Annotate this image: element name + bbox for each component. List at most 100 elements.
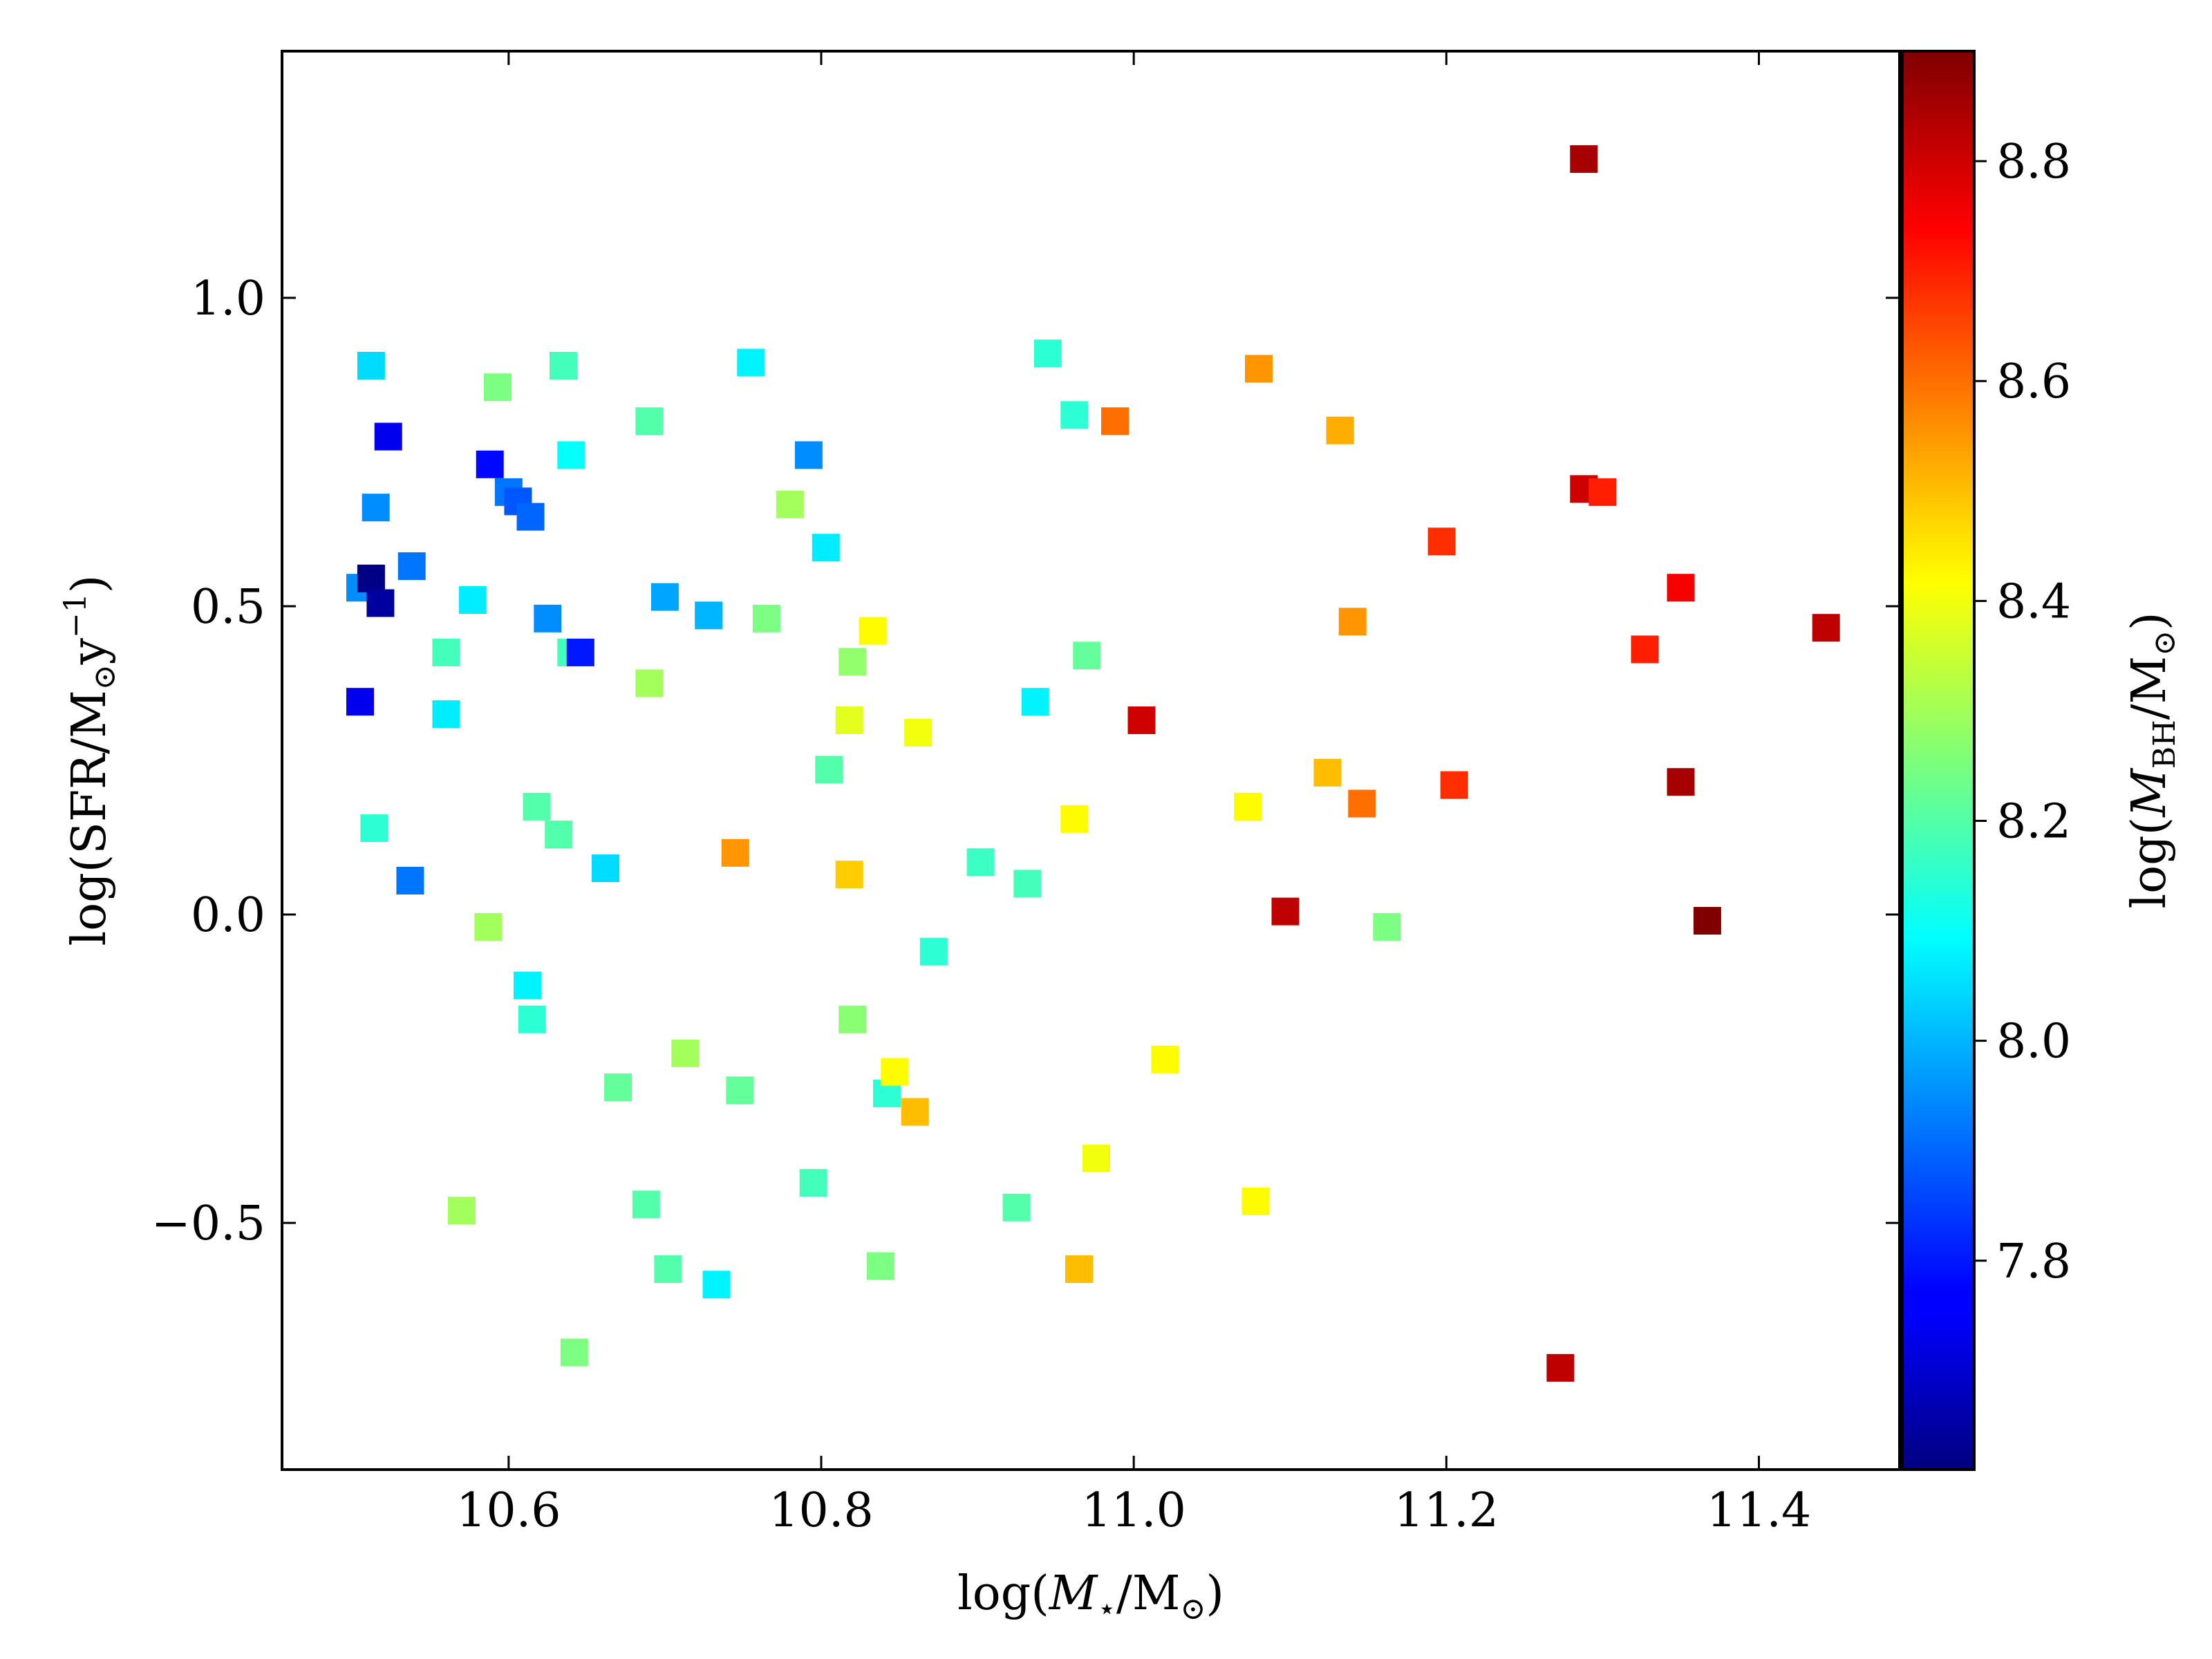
data-point-14 <box>484 373 512 402</box>
data-point-80 <box>1348 789 1376 818</box>
colorbar-tick-label: 7.8 <box>1996 1235 2071 1289</box>
data-point-81 <box>1373 912 1401 941</box>
data-point-34 <box>635 669 664 697</box>
data-point-63 <box>1021 688 1049 716</box>
data-point-74 <box>1241 1187 1270 1215</box>
data-point-79 <box>1338 608 1367 636</box>
data-point-18 <box>534 604 562 632</box>
data-point-5 <box>366 589 395 617</box>
colorbar-tick-label: 8.4 <box>1996 574 2071 629</box>
data-point-45 <box>794 441 823 469</box>
x-tick-label: 11.0 <box>1081 1483 1185 1538</box>
data-point-38 <box>654 1255 682 1283</box>
data-point-19 <box>550 352 577 379</box>
data-point-87 <box>1588 478 1617 506</box>
data-point-29 <box>604 1073 632 1101</box>
data-point-90 <box>1667 768 1695 796</box>
data-point-75 <box>1245 355 1273 383</box>
data-point-73 <box>1234 792 1262 821</box>
data-point-35 <box>695 601 723 630</box>
data-point-31 <box>560 1338 588 1367</box>
y-tick-label: 0.0 <box>191 888 265 943</box>
data-point-40 <box>726 1076 754 1105</box>
data-point-10 <box>432 638 460 666</box>
data-point-9 <box>396 867 424 894</box>
data-point-26 <box>474 912 503 941</box>
data-point-41 <box>737 348 765 377</box>
data-points <box>346 145 1840 1382</box>
data-point-85 <box>1570 145 1598 174</box>
colorbar-tick-label: 8.2 <box>1996 794 2071 849</box>
data-point-25 <box>592 854 619 883</box>
data-point-28 <box>518 1005 546 1033</box>
data-point-60 <box>966 848 995 877</box>
data-point-27 <box>514 971 541 1000</box>
colorbar <box>1902 51 1974 1470</box>
colorbar-title: log(MBH/M⊙) <box>2122 612 2182 908</box>
data-point-20 <box>557 441 585 469</box>
y-axis-title: log(SFR/M⊙y−1) <box>58 575 122 946</box>
data-point-83 <box>1440 771 1468 799</box>
data-point-70 <box>1101 407 1129 435</box>
data-point-33 <box>650 583 679 611</box>
data-point-30 <box>448 1197 476 1225</box>
data-point-32 <box>635 407 664 435</box>
data-point-23 <box>523 792 551 821</box>
data-point-49 <box>838 648 867 676</box>
data-point-50 <box>835 706 863 734</box>
data-point-8 <box>360 814 388 843</box>
data-point-69 <box>1065 1255 1093 1283</box>
data-point-48 <box>799 1169 827 1197</box>
data-point-55 <box>881 1058 909 1086</box>
colorbar-tick-label: 8.6 <box>1996 355 2071 409</box>
data-point-2 <box>362 494 390 522</box>
data-point-6 <box>397 552 426 580</box>
data-point-24 <box>545 821 573 849</box>
data-point-71 <box>1127 706 1156 734</box>
data-point-36 <box>671 1039 700 1067</box>
data-point-13 <box>476 450 504 478</box>
data-point-4 <box>357 564 385 592</box>
x-tick-label: 10.8 <box>769 1483 873 1538</box>
x-axis: 10.6 10.8 11.0 11.2 11.4 <box>456 51 1811 1538</box>
data-point-39 <box>702 1271 731 1299</box>
data-point-44 <box>776 490 804 518</box>
data-point-12 <box>458 586 487 614</box>
y-tick-label: −0.5 <box>151 1197 265 1251</box>
colorbar-tick-label: 8.0 <box>1996 1015 2071 1069</box>
data-point-1 <box>374 422 402 451</box>
x-tick-label: 11.4 <box>1707 1483 1811 1538</box>
data-point-89 <box>1667 574 1695 602</box>
data-point-92 <box>1812 614 1840 642</box>
data-point-11 <box>432 700 460 729</box>
data-point-62 <box>1013 870 1042 898</box>
data-point-88 <box>1631 635 1659 664</box>
data-point-66 <box>1073 641 1101 670</box>
data-point-72 <box>1151 1045 1179 1074</box>
data-point-53 <box>838 1005 867 1033</box>
data-point-57 <box>866 1252 894 1280</box>
data-point-58 <box>904 718 932 747</box>
data-point-67 <box>1060 805 1089 833</box>
y-tick-label: 0.5 <box>191 580 265 635</box>
colorbar-frame <box>1901 50 1976 1471</box>
data-point-46 <box>812 534 840 562</box>
data-point-77 <box>1313 758 1342 787</box>
x-axis-title: log(M⋆/M⊙) <box>957 1566 1224 1627</box>
data-point-22 <box>566 638 594 666</box>
data-point-91 <box>1693 907 1721 935</box>
data-point-76 <box>1271 897 1300 926</box>
y-axis: −0.5 0.0 0.5 1.0 <box>151 272 1900 1251</box>
data-point-37 <box>632 1190 660 1219</box>
data-point-51 <box>859 617 887 645</box>
colorbar-axis: 7.8 8.0 8.2 8.4 8.6 8.8 <box>1974 135 2071 1289</box>
data-point-7 <box>346 688 374 716</box>
data-point-47 <box>815 756 843 784</box>
plot-frame <box>281 50 1901 1471</box>
data-point-52 <box>835 861 863 889</box>
y-tick-label: 1.0 <box>191 272 265 326</box>
data-point-84 <box>1546 1353 1575 1382</box>
data-point-56 <box>901 1098 929 1126</box>
data-point-61 <box>1002 1193 1031 1221</box>
